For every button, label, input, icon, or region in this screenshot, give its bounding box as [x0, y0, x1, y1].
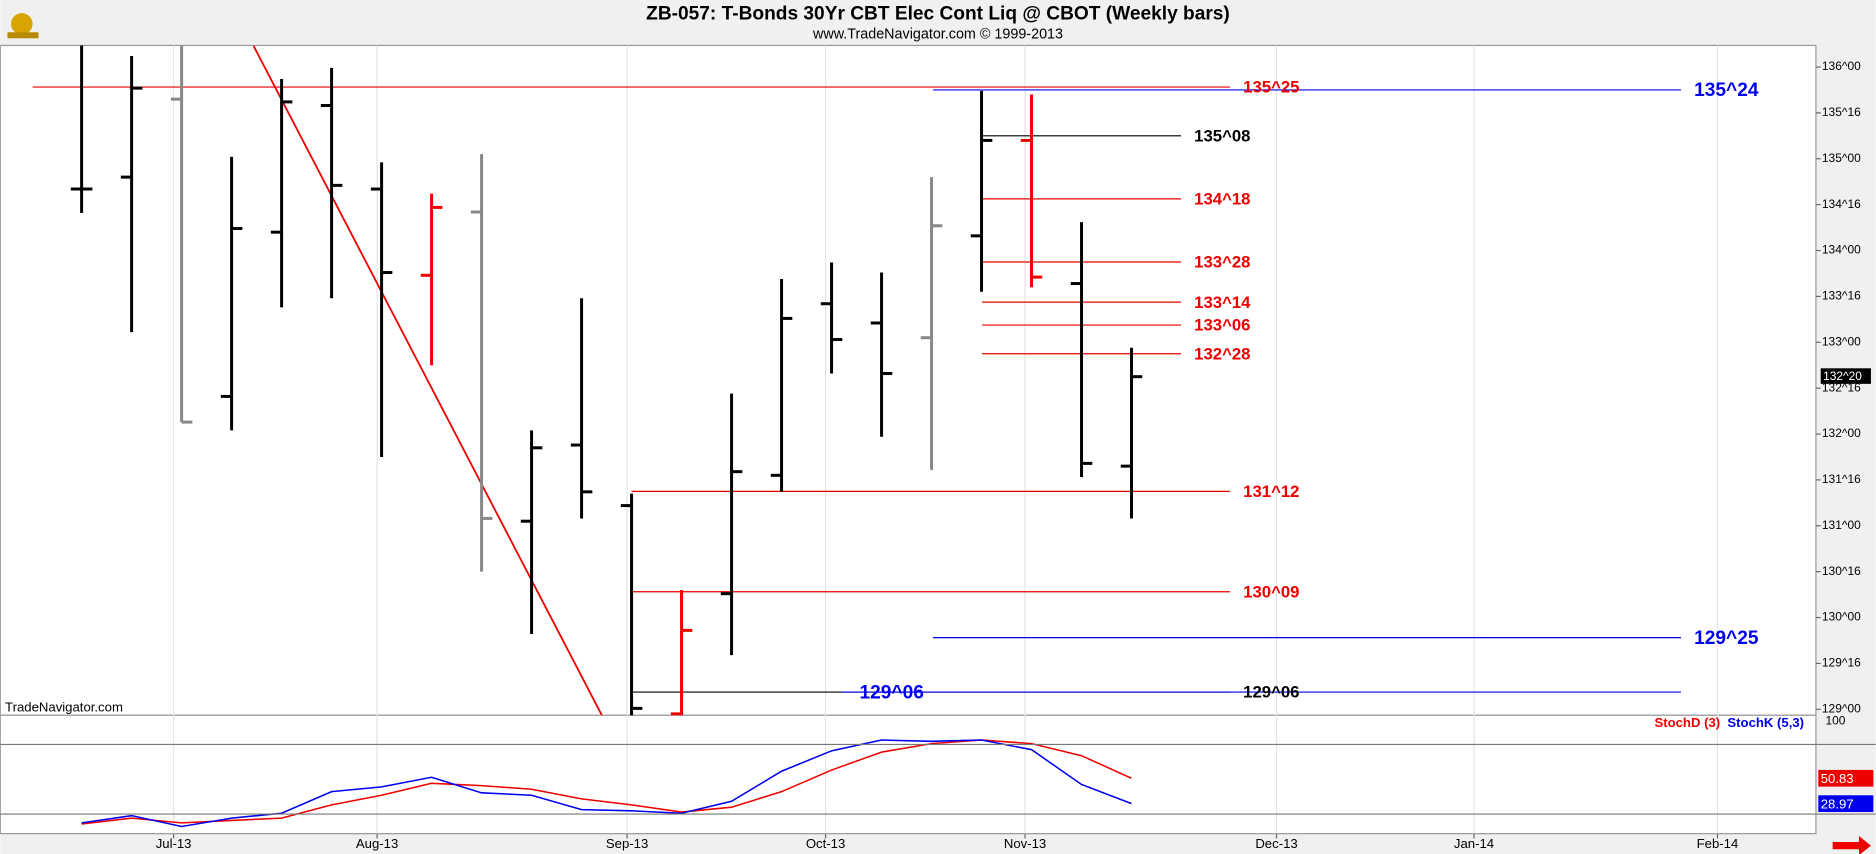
last-value-box: [1818, 795, 1874, 813]
level-label: 129^25: [1694, 628, 1759, 649]
y-tick-label: 133^16: [1822, 289, 1861, 303]
level-label: 129^06: [859, 682, 923, 703]
x-tick-label: Sep-13: [606, 836, 648, 851]
last-price-box: [1820, 368, 1871, 384]
level-label: 134^18: [1194, 190, 1250, 209]
y-tick-label: 134^16: [1822, 197, 1861, 211]
x-tick-label: Jul-13: [156, 836, 192, 851]
stoch-line: [81, 739, 1132, 828]
y-tick-label: 134^00: [1822, 243, 1861, 257]
level-label: 131^12: [1243, 482, 1299, 501]
chart-title: ZB-057: T-Bonds 30Yr CBT Elec Cont Liq @…: [646, 3, 1230, 24]
last-value-box: [1818, 769, 1874, 787]
y-tick-label: 129^00: [1822, 701, 1861, 715]
x-tick-label: Oct-13: [806, 836, 845, 851]
x-tick-label: Dec-13: [1255, 836, 1297, 851]
stoch-plot: [81, 739, 1132, 828]
y-tick-label: 135^16: [1822, 105, 1861, 119]
trendline: [252, 45, 603, 716]
chart-subtitle: www.TradeNavigator.com © 1999-2013: [812, 26, 1063, 42]
level-label: 135^24: [1694, 80, 1759, 101]
watermark: TradeNavigator.com: [5, 700, 123, 715]
stoch-panel: [0, 714, 1817, 835]
stoch-tick-label: 100: [1825, 713, 1845, 727]
price-plot: [32, 45, 1681, 716]
legend-entry: StochD (3): [1654, 715, 1720, 730]
y-tick-label: 131^00: [1822, 518, 1861, 532]
last-price-label: 132^20: [1823, 369, 1862, 383]
y-tick-label: 135^00: [1822, 151, 1861, 165]
level-label: 133^28: [1194, 253, 1250, 272]
x-tick-label: Aug-13: [356, 836, 398, 851]
y-tick-label: 130^00: [1822, 610, 1861, 624]
y-tick-label: 132^00: [1822, 426, 1861, 440]
price-panel: [0, 44, 1817, 716]
level-label: 130^09: [1243, 582, 1299, 601]
level-label: 135^08: [1194, 126, 1250, 145]
y-tick-label: 136^00: [1822, 59, 1861, 73]
last-value-label: 50.83: [1821, 771, 1854, 786]
last-value-label: 28.97: [1821, 796, 1854, 811]
y-tick-label: 131^16: [1822, 472, 1861, 486]
y-tick-label: 130^16: [1822, 564, 1861, 578]
level-label: 132^28: [1194, 344, 1250, 363]
legend-entry: StochK (5,3): [1727, 715, 1804, 730]
x-tick-label: Feb-14: [1697, 836, 1739, 851]
y-tick-label: 129^16: [1822, 656, 1861, 670]
level-label: 133^06: [1194, 316, 1250, 335]
logo: [7, 13, 39, 39]
level-label: 133^14: [1194, 293, 1251, 312]
level-label: 135^25: [1243, 78, 1299, 97]
x-tick-label: Nov-13: [1004, 836, 1046, 851]
level-label: 129^06: [1243, 683, 1299, 702]
stoch-line: [81, 739, 1132, 825]
scroll-arrow: [1832, 836, 1871, 854]
y-tick-label: 133^00: [1822, 334, 1861, 348]
x-tick-label: Jan-14: [1454, 836, 1494, 851]
